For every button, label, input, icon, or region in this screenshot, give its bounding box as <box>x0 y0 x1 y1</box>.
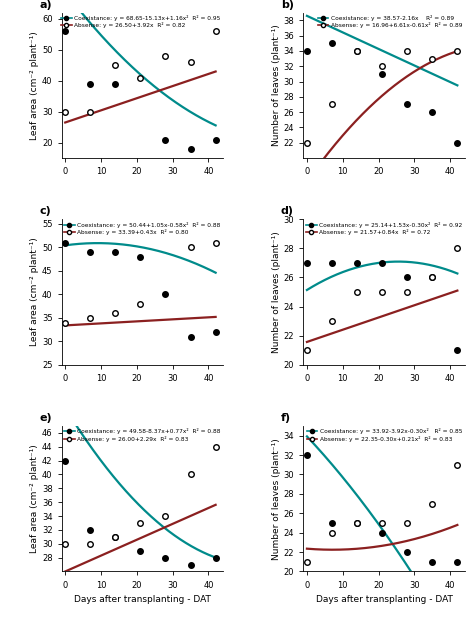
Text: a): a) <box>39 0 52 9</box>
Legend: Coexistance: y = 50.44+1.05x-0.58x²  R² = 0.88, Absense: y = 33.39+0.43x  R² = 0: Coexistance: y = 50.44+1.05x-0.58x² R² =… <box>63 220 222 236</box>
Legend: Coexistance: y = 33.92-3.92x-0.30x²   R² = 0.85, Absense: y = 22.35-0.30x+0.21x²: Coexistance: y = 33.92-3.92x-0.30x² R² =… <box>306 427 464 443</box>
Text: d): d) <box>281 207 294 216</box>
Text: c): c) <box>39 207 51 216</box>
X-axis label: Days after transplanting - DAT: Days after transplanting - DAT <box>74 595 210 604</box>
Y-axis label: Number of leaves (plant⁻¹): Number of leaves (plant⁻¹) <box>272 438 281 560</box>
Legend: Coexistance: y = 38.57-2.16x    R² = 0.89, Absense: y = 16.96+6.61x-0.61x²  R² =: Coexistance: y = 38.57-2.16x R² = 0.89, … <box>317 14 464 30</box>
X-axis label: Days after transplanting - DAT: Days after transplanting - DAT <box>316 595 452 604</box>
Y-axis label: Number of leaves (plant⁻¹): Number of leaves (plant⁻¹) <box>272 24 281 146</box>
Y-axis label: Leaf area (cm⁻² plant⁻¹): Leaf area (cm⁻² plant⁻¹) <box>30 31 39 139</box>
Text: b): b) <box>281 0 294 9</box>
Y-axis label: Number of leaves (plant⁻¹): Number of leaves (plant⁻¹) <box>272 231 281 353</box>
Y-axis label: Leaf area (cm⁻² plant⁻¹): Leaf area (cm⁻² plant⁻¹) <box>30 445 39 553</box>
Legend: Coexistance: y = 49.58-8.37x+0.77x²  R² = 0.88, Absense: y = 26.00+2.29x  R² = 0: Coexistance: y = 49.58-8.37x+0.77x² R² =… <box>63 427 222 443</box>
Text: f): f) <box>281 413 291 423</box>
Legend: Coexistance: y = 68.65-15.13x+1.16x²  R² = 0.95, Absense: y = 26.50+3.92x  R² = : Coexistance: y = 68.65-15.13x+1.16x² R² … <box>60 14 222 30</box>
Legend: Coexistance: y = 25.14+1.53x-0.30x²  R² = 0.92, Absense: y = 21.57+0.84x  R² = 0: Coexistance: y = 25.14+1.53x-0.30x² R² =… <box>305 220 464 236</box>
Text: e): e) <box>39 413 52 423</box>
Y-axis label: Leaf area (cm⁻² plant⁻¹): Leaf area (cm⁻² plant⁻¹) <box>30 237 39 347</box>
